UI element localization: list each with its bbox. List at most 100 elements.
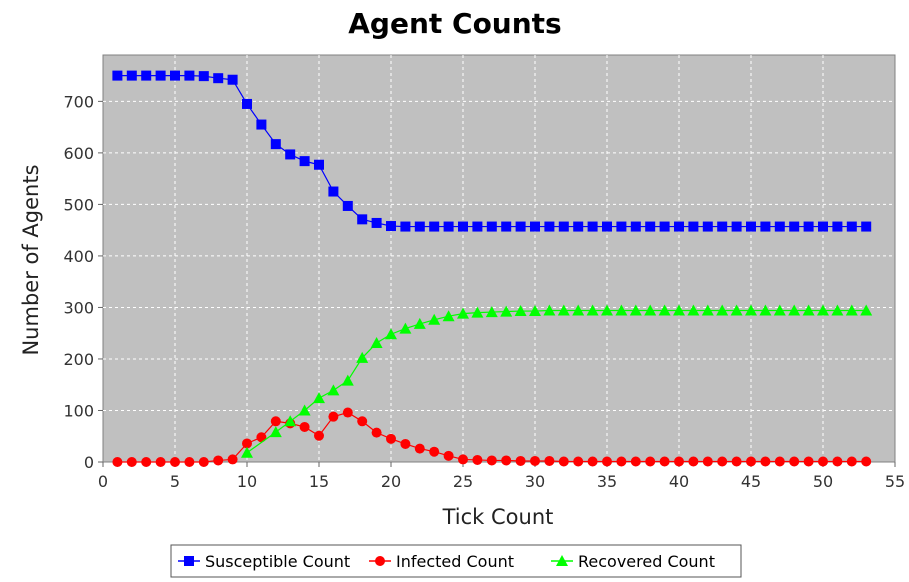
x-tick-label: 45 — [741, 472, 761, 491]
data-point-recovered-count — [298, 404, 311, 416]
data-point-infected-count — [371, 427, 382, 438]
data-point-recovered-count — [601, 304, 613, 316]
data-point-infected-count — [616, 456, 627, 467]
data-point-susceptible-count — [645, 221, 656, 232]
data-point-susceptible-count — [702, 221, 713, 232]
series-layer — [112, 70, 873, 467]
data-point-recovered-count — [442, 310, 455, 322]
data-point-susceptible-count — [789, 221, 800, 232]
data-point-recovered-count — [773, 304, 786, 316]
data-point-susceptible-count — [198, 71, 209, 82]
x-tick-label: 15 — [309, 472, 329, 491]
data-point-infected-count — [213, 455, 224, 466]
data-point-recovered-count — [673, 304, 685, 316]
data-point-infected-count — [760, 456, 771, 467]
data-point-recovered-count — [399, 322, 412, 334]
data-point-infected-count — [530, 455, 540, 466]
data-point-infected-count — [414, 443, 425, 454]
series-recovered-count — [241, 304, 873, 458]
data-point-infected-count — [774, 456, 785, 467]
data-point-recovered-count — [716, 304, 729, 316]
data-point-susceptible-count — [141, 70, 152, 81]
data-point-susceptible-count — [774, 221, 785, 232]
data-point-susceptible-count — [213, 73, 224, 84]
data-point-infected-count — [558, 456, 569, 467]
data-point-recovered-count — [701, 304, 714, 316]
data-point-recovered-count — [845, 304, 858, 316]
data-point-recovered-count — [788, 304, 801, 316]
data-point-infected-count — [846, 456, 857, 467]
y-tick-label: 200 — [63, 350, 94, 369]
series-infected-count — [112, 407, 872, 467]
data-point-susceptible-count — [746, 221, 756, 232]
y-tick-label: 400 — [63, 247, 94, 266]
x-tick-label: 10 — [237, 472, 257, 491]
data-point-susceptible-count — [530, 221, 540, 232]
axes: 0 5 10 15 20 25 30 35 40 45 50 55 0 100 200 300 400 500 60… — [63, 92, 905, 491]
data-point-susceptible-count — [501, 221, 512, 232]
data-point-recovered-count — [572, 304, 585, 316]
data-point-recovered-count — [284, 415, 297, 427]
x-tick-label: 30 — [525, 472, 545, 491]
data-point-infected-count — [818, 456, 828, 467]
data-point-infected-count — [674, 456, 684, 467]
data-point-recovered-count — [831, 304, 844, 316]
data-point-infected-count — [357, 416, 368, 427]
data-point-infected-count — [112, 457, 123, 467]
data-point-infected-count — [342, 407, 353, 418]
data-point-infected-count — [832, 456, 843, 467]
data-point-susceptible-count — [587, 221, 598, 232]
data-point-recovered-count — [514, 305, 527, 317]
legend-label-recovered-count: Recovered Count — [578, 552, 715, 571]
data-point-susceptible-count — [688, 221, 699, 232]
data-point-infected-count — [472, 454, 483, 465]
data-point-recovered-count — [860, 304, 873, 316]
legend-label-infected-count: Infected Count — [396, 552, 514, 571]
data-point-recovered-count — [543, 304, 556, 316]
data-point-susceptible-count — [328, 186, 339, 197]
data-point-infected-count — [659, 456, 670, 467]
data-point-susceptible-count — [717, 221, 728, 232]
data-point-infected-count — [486, 455, 497, 466]
data-point-susceptible-count — [803, 221, 814, 232]
data-point-susceptible-count — [443, 221, 454, 232]
data-point-infected-count — [184, 457, 195, 467]
data-point-susceptible-count — [357, 214, 368, 225]
data-point-infected-count — [630, 456, 641, 467]
data-point-susceptible-count — [414, 221, 425, 232]
chart-title: Agent Counts — [348, 7, 561, 40]
data-point-recovered-count — [687, 304, 700, 316]
data-point-recovered-count — [500, 305, 513, 317]
data-point-recovered-count — [730, 304, 743, 316]
data-point-infected-count — [789, 456, 800, 467]
y-tick-label: 500 — [63, 195, 94, 214]
data-point-recovered-count — [586, 304, 599, 316]
data-point-infected-count — [544, 455, 555, 466]
grid — [103, 55, 895, 462]
legend-box — [170, 544, 742, 578]
data-point-infected-count — [501, 455, 512, 466]
data-point-infected-count — [314, 430, 324, 441]
data-point-susceptible-count — [515, 221, 526, 232]
data-point-infected-count — [256, 432, 267, 443]
legend-marker-recovered-count — [556, 555, 568, 566]
data-point-infected-count — [126, 457, 137, 467]
data-point-susceptible-count — [602, 221, 612, 232]
data-point-recovered-count — [356, 351, 369, 363]
data-point-susceptible-count — [674, 221, 684, 232]
data-point-susceptible-count — [472, 221, 483, 232]
data-point-infected-count — [602, 456, 612, 467]
data-point-infected-count — [717, 456, 728, 467]
y-tick-label: 100 — [63, 401, 94, 420]
data-point-susceptible-count — [314, 159, 324, 170]
data-point-recovered-count — [485, 306, 498, 318]
x-tick-label: 35 — [597, 472, 617, 491]
y-axis-label: Number of Agents — [19, 164, 43, 355]
legend-marker-infected-count — [375, 556, 385, 566]
data-point-susceptible-count — [400, 221, 411, 232]
data-point-susceptible-count — [155, 70, 166, 81]
x-axis-label: Tick Count — [442, 505, 554, 529]
data-point-recovered-count — [413, 317, 426, 329]
data-point-susceptible-count — [270, 139, 281, 150]
